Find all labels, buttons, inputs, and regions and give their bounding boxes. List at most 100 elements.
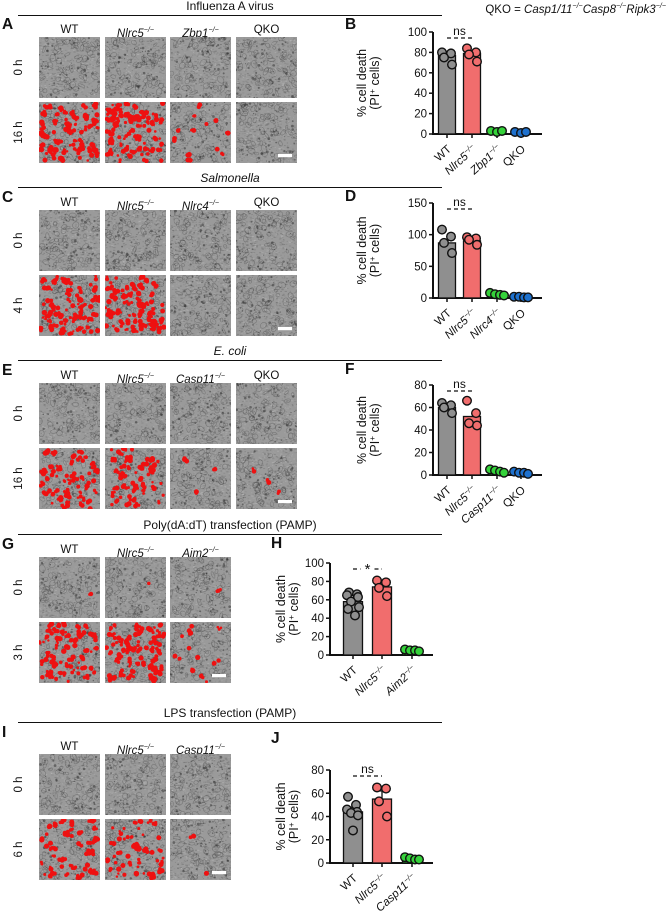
y-tick-label: 60 bbox=[311, 595, 324, 607]
data-point bbox=[471, 239, 482, 250]
section-title-text: LPS transfection (PAMP) bbox=[163, 706, 297, 720]
bar-J-1 bbox=[371, 798, 393, 864]
y-tick-label: 150 bbox=[408, 198, 427, 210]
y-axis-label: % cell death bbox=[274, 782, 288, 850]
significance-label: ns bbox=[361, 762, 374, 776]
column-header: Nlrc5−/− bbox=[116, 372, 155, 386]
y-tick-label: 0 bbox=[318, 858, 324, 870]
column-header: Casp11−/− bbox=[175, 743, 226, 757]
micrograph-C-row0-col3 bbox=[236, 210, 297, 271]
y-axis-label: % cell death bbox=[274, 575, 288, 643]
micrograph-A-row0-col0 bbox=[39, 37, 100, 98]
y-axis-label: (PI+ cells) bbox=[368, 56, 382, 109]
x-category-label: Nlrc5−/− bbox=[352, 662, 390, 698]
significance-label: ns bbox=[453, 24, 466, 38]
data-point bbox=[352, 592, 363, 603]
panel-letter-D: D bbox=[345, 188, 357, 205]
data-point bbox=[413, 646, 424, 657]
micrograph-I-row0-col1 bbox=[105, 754, 166, 815]
micrograph-I-row1-col0 bbox=[39, 819, 100, 880]
y-tick-label: 0 bbox=[318, 650, 324, 662]
micrograph-I-row1-col1 bbox=[105, 819, 166, 880]
data-point bbox=[380, 577, 391, 588]
x-category-label: QKO bbox=[501, 484, 528, 510]
section-title-ecoli: E. coli bbox=[18, 345, 442, 361]
data-point bbox=[438, 52, 449, 63]
panel-letter-E: E bbox=[2, 362, 13, 379]
data-point bbox=[413, 854, 424, 865]
data-point bbox=[463, 234, 474, 245]
data-point bbox=[446, 248, 457, 259]
data-point bbox=[470, 408, 481, 419]
micrograph-I-row0-col0 bbox=[39, 754, 100, 815]
data-point bbox=[520, 126, 531, 137]
column-header: QKO bbox=[253, 370, 280, 382]
y-tick-label: 80 bbox=[414, 47, 427, 59]
y-axis-label: (PI+ cells) bbox=[287, 790, 301, 843]
micrograph-G-row1-col0 bbox=[39, 622, 100, 683]
significance-label: * bbox=[365, 561, 371, 578]
data-point bbox=[342, 603, 353, 614]
significance-label: ns bbox=[453, 195, 466, 209]
column-header: WT bbox=[60, 370, 79, 382]
qko-definition: QKO = Casp1/11−/−Casp8−/−Ripk3−/− bbox=[485, 2, 666, 16]
column-header: Aim2−/− bbox=[182, 546, 219, 560]
panel-letter-F: F bbox=[345, 361, 355, 378]
data-point bbox=[381, 591, 392, 602]
micrograph-A-row0-col3 bbox=[236, 37, 297, 98]
column-header: Zbp1−/− bbox=[182, 26, 219, 40]
data-point bbox=[498, 290, 509, 301]
y-tick-label: 0 bbox=[421, 129, 427, 141]
column-header: Nlrc5−/− bbox=[116, 546, 155, 560]
row-time-label: 6 h bbox=[13, 841, 25, 858]
column-header: Casp11−/− bbox=[175, 372, 226, 386]
data-point bbox=[522, 292, 533, 303]
micrograph-E-row1-col1 bbox=[105, 448, 166, 509]
micrograph-G-row1-col2 bbox=[170, 622, 231, 683]
row-time-label: 3 h bbox=[13, 644, 25, 661]
panel-letter-J: J bbox=[271, 730, 280, 747]
micrograph-C-row0-col1 bbox=[105, 210, 166, 271]
column-header: QKO bbox=[253, 197, 280, 209]
micrograph-C-row1-col1 bbox=[105, 275, 166, 336]
y-tick-label: 20 bbox=[414, 448, 427, 460]
micrograph-C-row1-col2 bbox=[170, 275, 231, 336]
micrograph-G-row0-col0 bbox=[39, 557, 100, 618]
micrograph-C-row0-col2 bbox=[170, 210, 231, 271]
data-point bbox=[342, 791, 353, 802]
column-header: Nlrc5−/− bbox=[116, 199, 155, 213]
data-point bbox=[353, 602, 364, 613]
section-title-influenza: Influenza A virus bbox=[18, 0, 442, 16]
row-time-label: 0 h bbox=[13, 776, 25, 793]
column-header: QKO bbox=[253, 24, 280, 36]
micrograph-E-row1-col2 bbox=[170, 448, 231, 509]
panel-letter-G: G bbox=[2, 536, 15, 553]
panel-letter-A: A bbox=[2, 16, 14, 33]
data-point bbox=[471, 420, 482, 431]
data-point bbox=[463, 418, 474, 429]
data-point bbox=[522, 468, 533, 479]
data-point bbox=[463, 49, 474, 60]
micrograph-E-row0-col0 bbox=[39, 383, 100, 444]
row-time-label: 16 h bbox=[13, 467, 25, 490]
data-point bbox=[445, 231, 456, 242]
x-category-label: WT bbox=[339, 872, 360, 893]
x-category-label: WT bbox=[339, 664, 360, 685]
y-tick-label: 50 bbox=[414, 261, 427, 273]
column-header: Nlrc4−/− bbox=[181, 199, 220, 213]
data-point bbox=[446, 59, 457, 70]
y-tick-label: 80 bbox=[414, 380, 427, 392]
y-tick-label: 60 bbox=[311, 788, 324, 800]
significance-label: ns bbox=[453, 377, 466, 391]
row-time-label: 0 h bbox=[13, 579, 25, 596]
column-header: WT bbox=[60, 197, 79, 209]
y-tick-label: 60 bbox=[414, 403, 427, 415]
micrograph-A-row1-col3 bbox=[236, 102, 297, 163]
y-axis-label: (PI+ cells) bbox=[368, 224, 382, 277]
y-tick-label: 80 bbox=[311, 576, 324, 588]
x-category-label: QKO bbox=[501, 143, 528, 169]
